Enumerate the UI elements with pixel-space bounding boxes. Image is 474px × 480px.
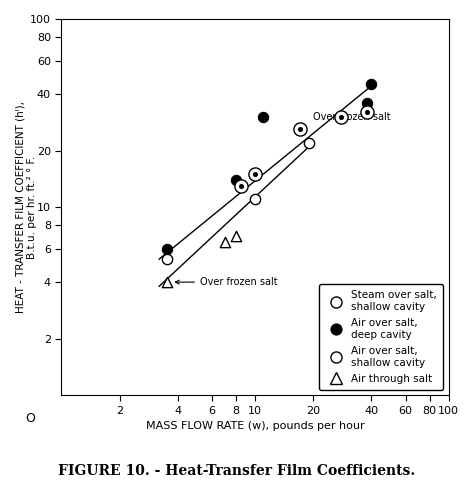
Point [305,139,313,146]
Point [259,114,267,121]
Point [364,99,371,107]
Text: O: O [26,411,36,424]
Legend: Steam over salt,
shallow cavity, Air over salt,
deep cavity, Air over salt,
shal: Steam over salt, shallow cavity, Air ove… [319,284,443,390]
Point [337,114,345,121]
Point [163,255,171,263]
Point [237,182,245,190]
Point [337,114,345,121]
X-axis label: MASS FLOW RATE (w), pounds per hour: MASS FLOW RATE (w), pounds per hour [146,421,364,432]
Point [337,114,345,121]
Point [296,125,303,133]
Point [163,278,171,286]
Text: FIGURE 10. - Heat-Transfer Film Coefficients.: FIGURE 10. - Heat-Transfer Film Coeffici… [58,464,416,478]
Point [364,108,371,116]
Point [221,239,229,246]
Point [237,182,245,190]
Point [251,170,259,178]
Text: Over frozen salt: Over frozen salt [313,112,391,122]
Text: Over frozen salt: Over frozen salt [175,277,278,287]
Point [163,245,171,253]
Point [296,125,303,133]
Point [232,176,240,183]
Point [251,170,259,178]
Point [232,232,240,240]
Point [364,108,371,116]
Point [251,195,259,203]
Y-axis label: HEAT - TRANSFER FILM COEFFICIENT (hᴵ),
B.t.u. per hr. ft.² ° F.: HEAT - TRANSFER FILM COEFFICIENT (hᴵ), B… [15,101,36,313]
Point [251,170,259,178]
Point [368,81,375,88]
